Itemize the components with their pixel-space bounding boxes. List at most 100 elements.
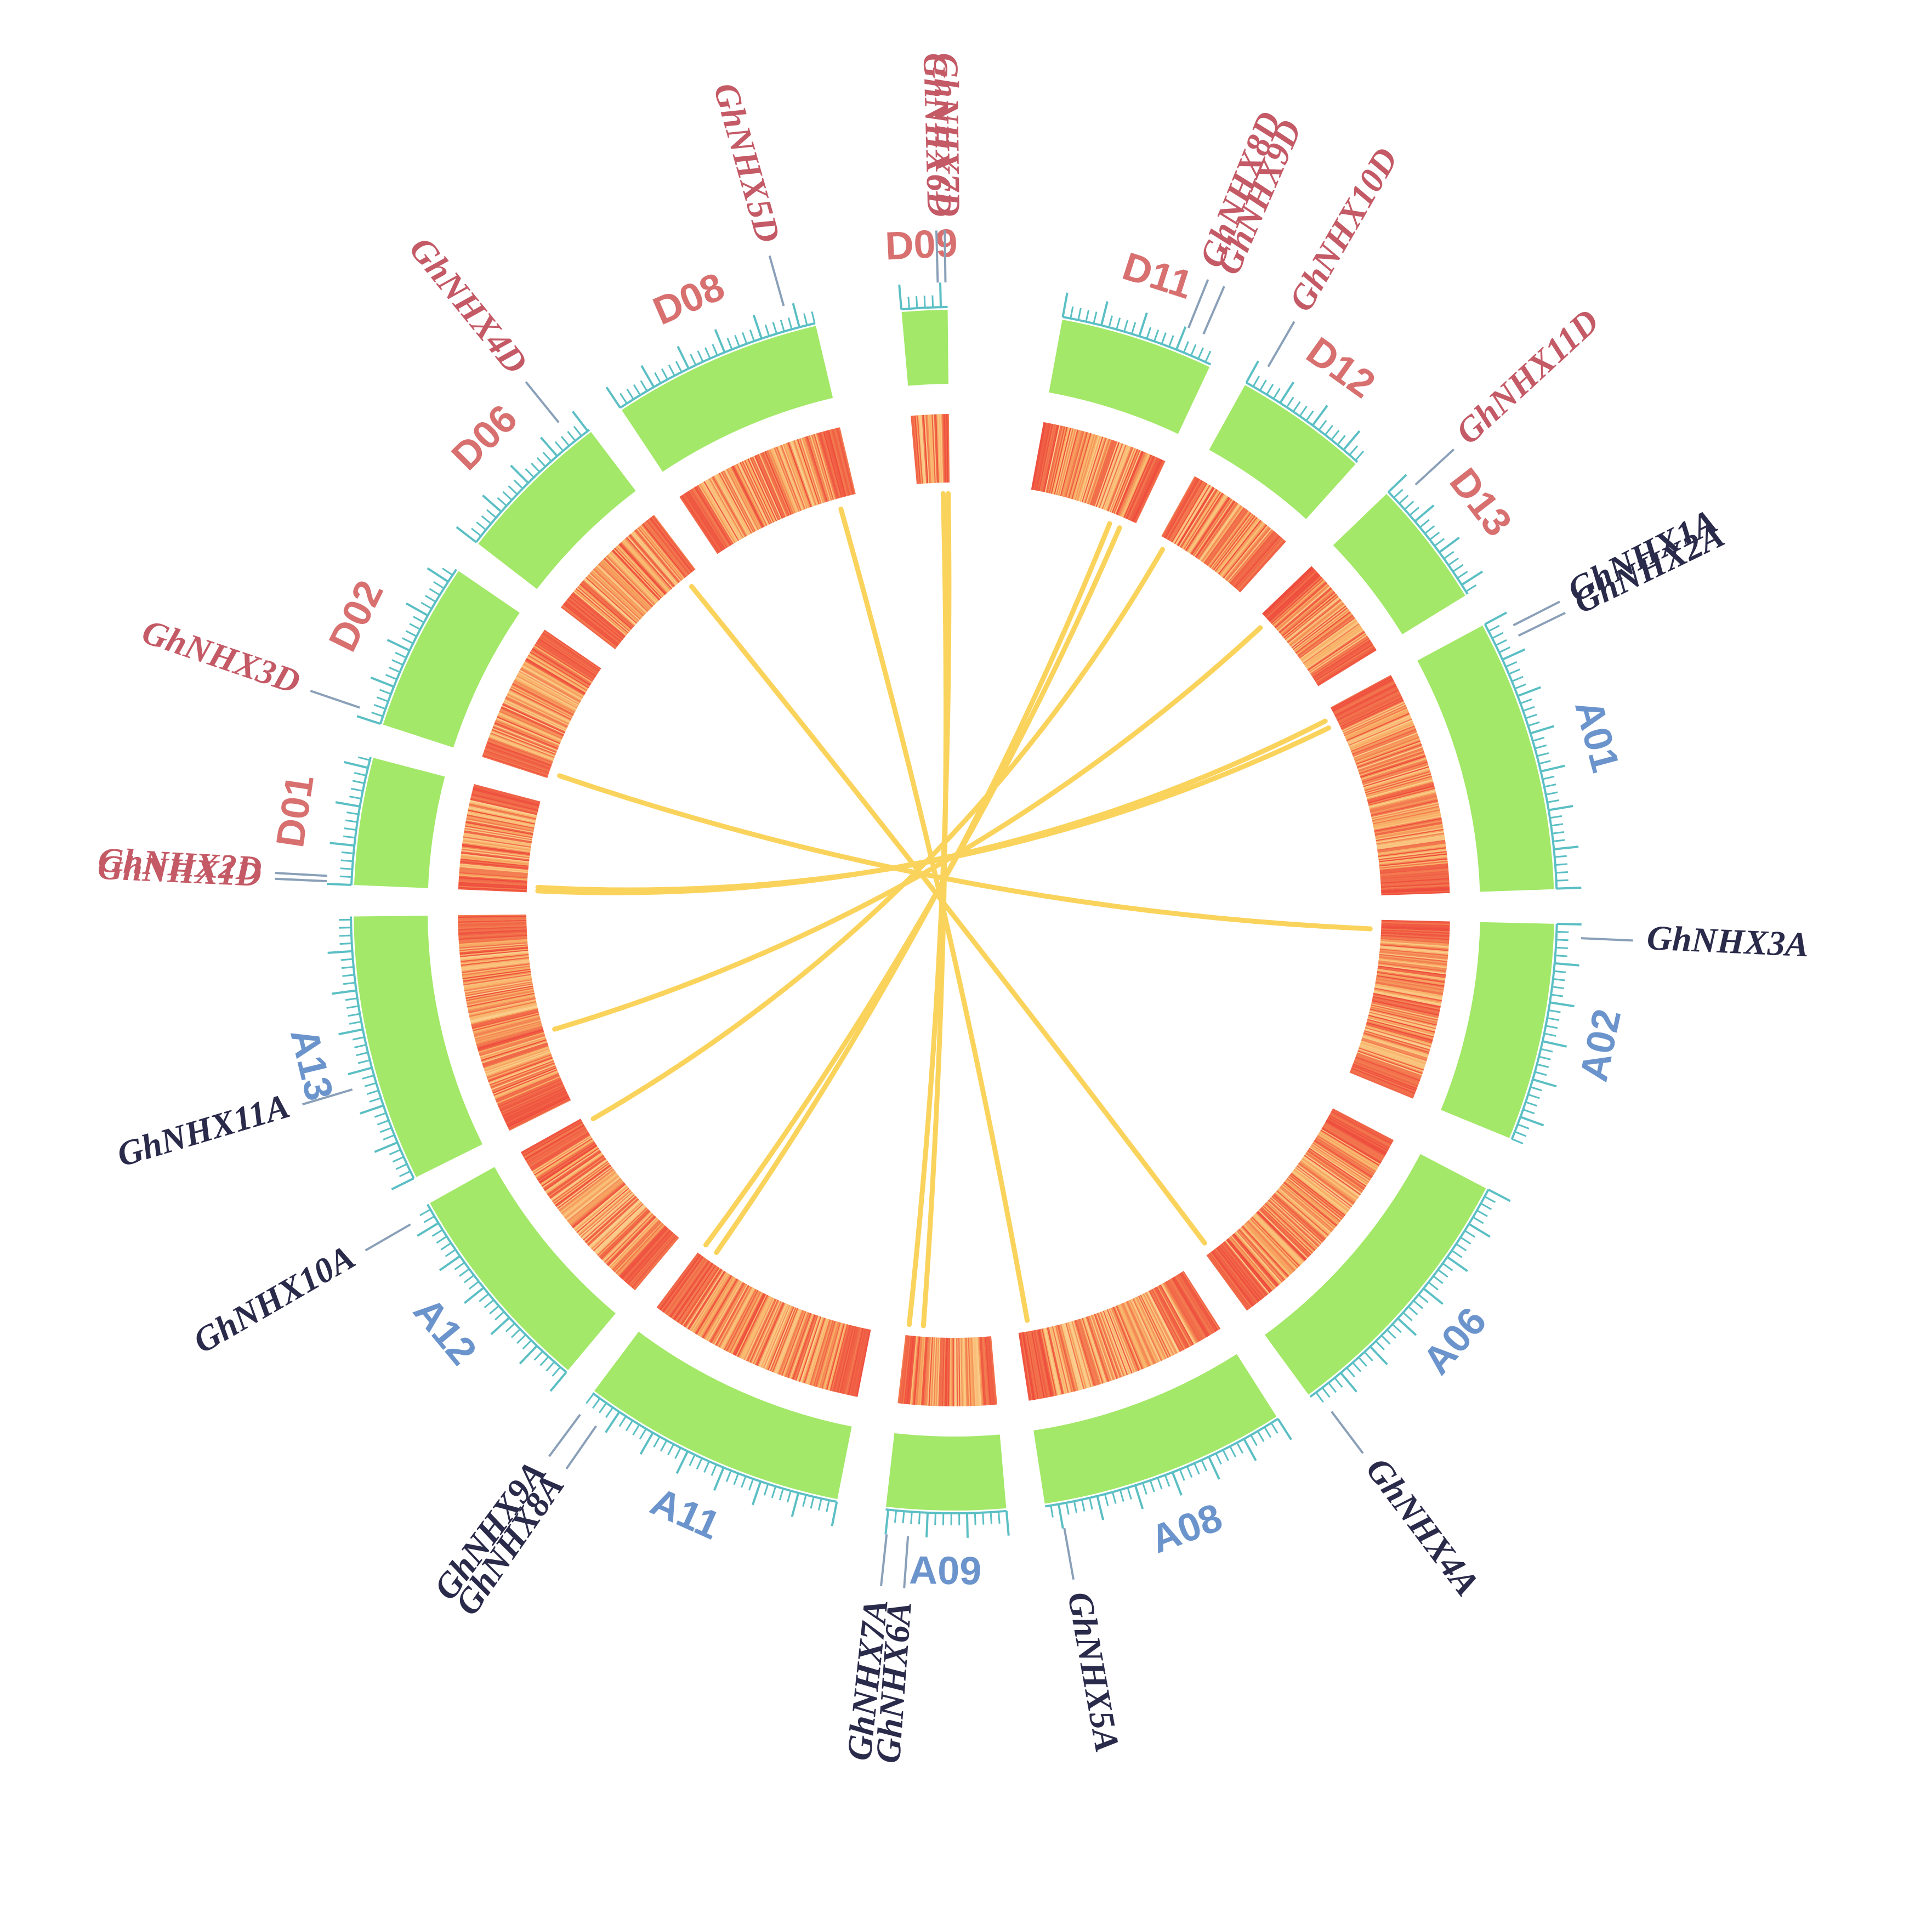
heat-bin xyxy=(462,969,531,981)
heat-bin xyxy=(805,1318,828,1384)
heat-bin xyxy=(514,678,576,712)
tick-minor xyxy=(468,1281,480,1290)
heat-bin xyxy=(579,1190,632,1237)
heat-bin xyxy=(853,1329,868,1397)
heat-bin xyxy=(521,1119,582,1155)
heat-bin xyxy=(1062,1324,1081,1390)
heat-bin xyxy=(1117,451,1145,516)
tick-minor xyxy=(654,372,662,384)
tick-minor xyxy=(802,1495,807,1507)
heat-bin xyxy=(487,741,552,766)
heat-bin xyxy=(1243,1224,1291,1275)
heat-bin xyxy=(1126,456,1156,520)
heat-bin xyxy=(1351,1065,1417,1092)
heat-bin xyxy=(505,696,569,727)
heat-bin xyxy=(984,1336,990,1405)
heat-bin xyxy=(487,740,553,765)
heat-bin xyxy=(1361,758,1427,780)
heat-bin xyxy=(468,998,536,1014)
tick-minor xyxy=(1257,1431,1265,1442)
heat-bin xyxy=(785,443,810,508)
heat-bin xyxy=(1274,581,1327,628)
heat-bin xyxy=(1181,1271,1220,1330)
heat-bin xyxy=(800,1316,822,1383)
heat-bin xyxy=(645,521,689,576)
heat-bin xyxy=(1325,1122,1385,1158)
heat-bin xyxy=(582,1194,635,1241)
heat-bin xyxy=(575,1187,629,1233)
heat-bin xyxy=(1376,976,1445,989)
tick-minor xyxy=(542,451,552,462)
heat-bin xyxy=(476,1028,543,1048)
heat-bin xyxy=(1274,581,1326,627)
heat-bin xyxy=(1379,862,1448,870)
tick-minor xyxy=(494,1311,505,1321)
heat-bin xyxy=(1118,452,1146,516)
heat-bin xyxy=(571,593,625,639)
heat-bin xyxy=(945,414,948,483)
heat-bin xyxy=(462,841,531,852)
heat-bin xyxy=(1379,953,1448,963)
heat-bin xyxy=(1221,1242,1266,1297)
heat-bin xyxy=(686,1270,724,1329)
heat-bin xyxy=(684,1269,723,1327)
tick-minor xyxy=(1272,388,1281,399)
heat-bin xyxy=(1120,453,1149,517)
heat-bin xyxy=(494,722,559,750)
heat-bin xyxy=(1326,1119,1387,1155)
heat-bin xyxy=(1363,1031,1430,1052)
heat-bin xyxy=(1120,452,1147,516)
heat-bin xyxy=(718,1286,752,1348)
heat-bin xyxy=(492,1067,557,1094)
heat-bin xyxy=(764,451,792,515)
heat-bin xyxy=(537,640,595,679)
heat-bin xyxy=(1371,802,1439,819)
heat-bin xyxy=(587,575,639,622)
heat-bin xyxy=(854,1329,869,1397)
heat-bin xyxy=(622,1228,669,1280)
heat-bin xyxy=(1199,503,1240,561)
heat-bin xyxy=(811,1320,833,1386)
tick-minor xyxy=(1070,306,1074,319)
heat-bin xyxy=(1238,1229,1285,1281)
heat-bin xyxy=(825,1323,844,1390)
heat-bin xyxy=(1130,458,1160,521)
heat-bin xyxy=(474,1017,541,1036)
heat-bin xyxy=(1094,1313,1119,1379)
heat-bin xyxy=(1381,929,1450,934)
tick-minor xyxy=(340,859,353,862)
heatmap-D09 xyxy=(911,414,950,484)
ticks-A12 xyxy=(417,1204,567,1392)
tick-baseline xyxy=(427,1204,567,1373)
heat-bin xyxy=(1070,1321,1090,1388)
heat-bin xyxy=(683,493,722,552)
heat-bin xyxy=(840,1326,857,1394)
heat-bin xyxy=(1380,872,1449,878)
heat-bin xyxy=(762,452,790,516)
heat-bin xyxy=(1373,990,1442,1004)
tick-major xyxy=(1530,725,1555,735)
heat-bin xyxy=(1127,456,1157,520)
heat-bin xyxy=(1380,936,1450,943)
tick-minor xyxy=(463,1274,475,1284)
heat-bin xyxy=(1298,1163,1354,1206)
heat-bin xyxy=(1125,455,1155,519)
heat-bin xyxy=(1109,1308,1135,1373)
heat-bin xyxy=(1350,723,1414,750)
heat-bin xyxy=(1326,1120,1386,1156)
heat-bin xyxy=(504,1091,567,1121)
heat-bin xyxy=(1213,515,1256,571)
ideogram-A11 xyxy=(594,1331,852,1500)
heat-bin xyxy=(497,1077,561,1105)
heat-bin xyxy=(1342,702,1406,733)
heat-bin xyxy=(680,1267,719,1325)
heat-bin xyxy=(720,1287,754,1349)
tick-minor xyxy=(711,1464,718,1476)
gene-GhNHX3A: GhNHX3A xyxy=(1581,918,1810,964)
chromosome-label-D11: D11 xyxy=(1117,245,1197,308)
heat-bin xyxy=(1031,1330,1045,1399)
heat-bin xyxy=(1300,1160,1357,1201)
heat-bin xyxy=(1354,735,1419,761)
gene-leader-line xyxy=(1414,449,1455,486)
heat-bin xyxy=(551,1160,608,1201)
